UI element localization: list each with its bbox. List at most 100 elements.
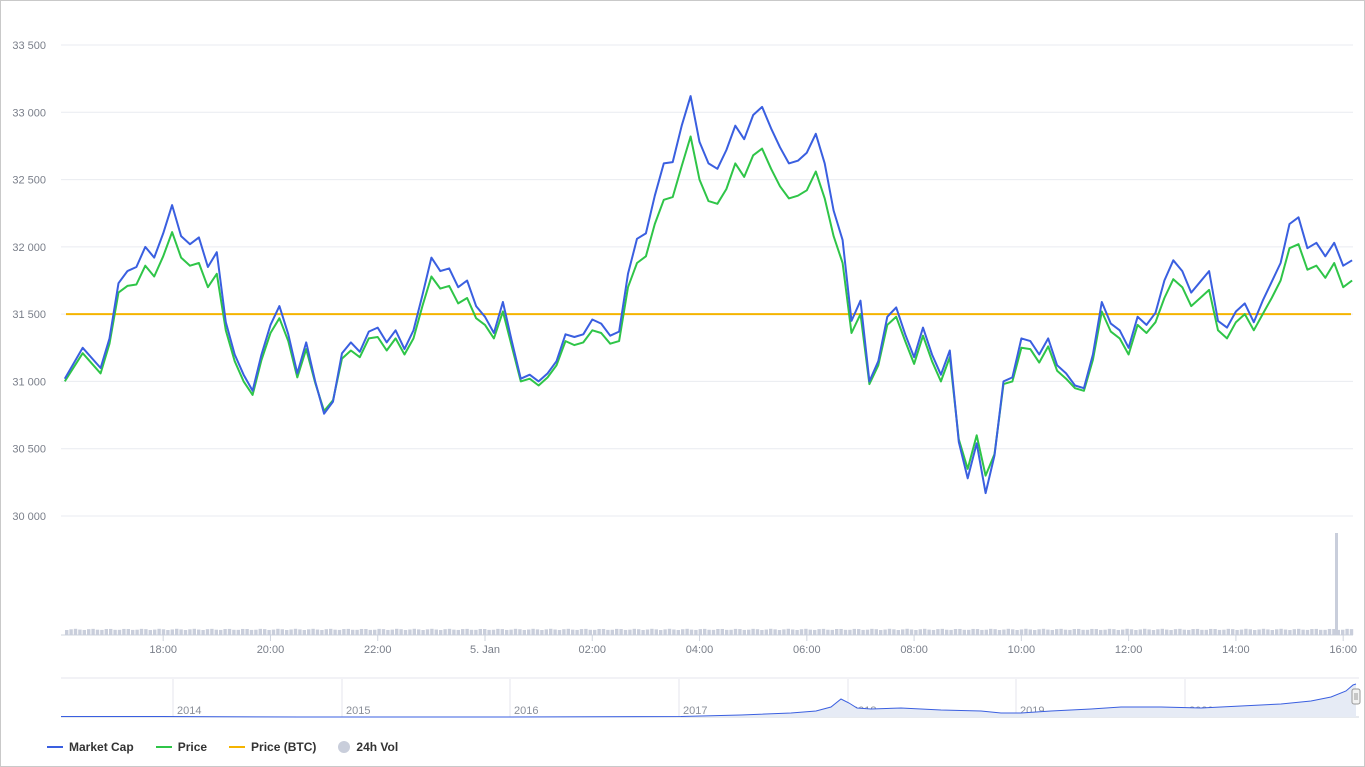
volume-bar [813, 629, 817, 635]
legend-item-24h-vol[interactable]: 24h Vol [338, 740, 398, 754]
volume-bar [170, 629, 174, 635]
volume-bar [1059, 628, 1063, 635]
volume-bar [113, 629, 117, 635]
volume-bar [109, 628, 113, 635]
volume-bar [870, 628, 874, 635]
volume-bar [1050, 629, 1054, 635]
volume-bar [1253, 629, 1257, 635]
volume-bar [1028, 629, 1032, 635]
y-tick-label: 32 000 [12, 242, 46, 254]
volume-bar [346, 628, 350, 635]
volume-bar [958, 628, 962, 635]
volume-bar [1019, 629, 1024, 635]
legend-item-price[interactable]: Price [155, 740, 208, 754]
volume-bar [390, 629, 394, 635]
volume-bar [1151, 629, 1156, 635]
volume-bar [1323, 629, 1327, 635]
volume-bar [773, 629, 777, 635]
volume-bar [126, 629, 130, 635]
volume-bar [1319, 629, 1323, 635]
legend-item-market-cap[interactable]: Market Cap [47, 740, 134, 754]
volume-bar [540, 629, 544, 635]
volume-bar [940, 628, 944, 635]
volume-bar [1297, 628, 1301, 635]
volume-bar [579, 629, 584, 635]
volume-bar [676, 629, 680, 635]
volume-bar [227, 628, 232, 635]
volume-bar [95, 629, 100, 635]
volume-bar [967, 629, 971, 635]
volume-bar [804, 628, 808, 635]
volume-bar [1077, 628, 1081, 635]
volume-bar [597, 628, 601, 635]
volume-bar [861, 629, 865, 635]
volume-bar [1283, 629, 1288, 635]
volume-bar [1182, 629, 1186, 635]
volume-bar [509, 629, 513, 635]
volume-bar [738, 629, 742, 635]
volume-bar [786, 628, 790, 635]
volume-bar [1129, 629, 1134, 635]
navigator-handle-box[interactable] [1351, 688, 1361, 705]
volume-bar [1024, 628, 1028, 635]
volume-bar [324, 629, 328, 635]
x-tick-label: 5. Jan [470, 644, 500, 656]
volume-bar [175, 628, 179, 635]
volume-bar [659, 629, 663, 635]
volume-bar [1288, 629, 1292, 635]
volume-bar [667, 628, 672, 635]
navigator-handle[interactable] [1351, 688, 1361, 705]
volume-bar [461, 629, 465, 635]
volume-bar [1081, 629, 1085, 635]
volume-bar [351, 629, 355, 635]
volume-bar [887, 628, 892, 635]
series-line-market-cap [63, 95, 1353, 495]
x-tick-label: 04:00 [686, 644, 714, 656]
legend: Market Cap Price Price (BTC) 24h Vol [47, 738, 398, 756]
volume-bar [848, 629, 852, 635]
volume-bar [733, 628, 738, 635]
legend-item-price-btc[interactable]: Price (BTC) [229, 740, 316, 754]
volume-bar [1011, 629, 1015, 635]
volume-bar [1235, 629, 1239, 635]
navigator-year-label: 2015 [346, 705, 370, 717]
volume-bar [1239, 629, 1244, 635]
volume-bar [681, 629, 685, 635]
navigator-year-label: 2017 [683, 705, 707, 717]
volume-bar [720, 628, 724, 635]
volume-bar [1231, 629, 1235, 635]
volume-bar [452, 629, 456, 635]
legend-label-price: Price [177, 740, 208, 754]
volume-bar [280, 629, 284, 635]
series-lines [63, 95, 1353, 495]
volume-bar [557, 629, 562, 635]
volume-bar [685, 628, 689, 635]
y-tick-label: 32 500 [12, 175, 46, 187]
volume-bar [1041, 628, 1046, 635]
volume-bar [1275, 629, 1279, 635]
volume-bar [835, 629, 839, 635]
volume-bar [918, 629, 922, 635]
volume-bar [232, 629, 236, 635]
volume-bar [623, 629, 628, 635]
volume-bar [333, 629, 337, 635]
volume-bar [1204, 629, 1208, 635]
volume-bar [980, 629, 984, 635]
volume-bar [293, 628, 298, 635]
volume-bar [707, 629, 711, 635]
volume-bar [989, 628, 993, 635]
volume-bar [747, 629, 751, 635]
volume-bar [892, 629, 896, 635]
x-tick-label: 20:00 [257, 644, 285, 656]
volume-bar [971, 628, 975, 635]
volume-bar [1305, 629, 1310, 635]
volume-bar [307, 629, 311, 635]
volume-bar [197, 629, 201, 635]
legend-label-market-cap: Market Cap [69, 740, 134, 754]
volume-bar [513, 628, 518, 635]
y-tick-label: 30 000 [12, 511, 46, 523]
volume-bar [135, 629, 139, 635]
volume-bar [289, 629, 293, 635]
volume-bar [909, 629, 914, 635]
